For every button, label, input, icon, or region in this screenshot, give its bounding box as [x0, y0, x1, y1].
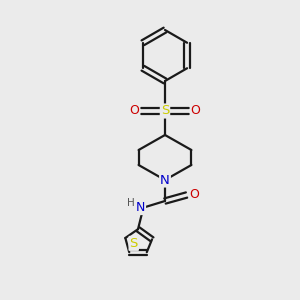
- Text: N: N: [136, 201, 145, 214]
- Text: H: H: [127, 198, 135, 208]
- Text: O: O: [190, 188, 199, 201]
- Text: S: S: [130, 237, 138, 250]
- Text: O: O: [191, 104, 200, 118]
- Text: S: S: [161, 104, 169, 118]
- Text: N: N: [160, 173, 170, 187]
- Text: O: O: [130, 104, 139, 118]
